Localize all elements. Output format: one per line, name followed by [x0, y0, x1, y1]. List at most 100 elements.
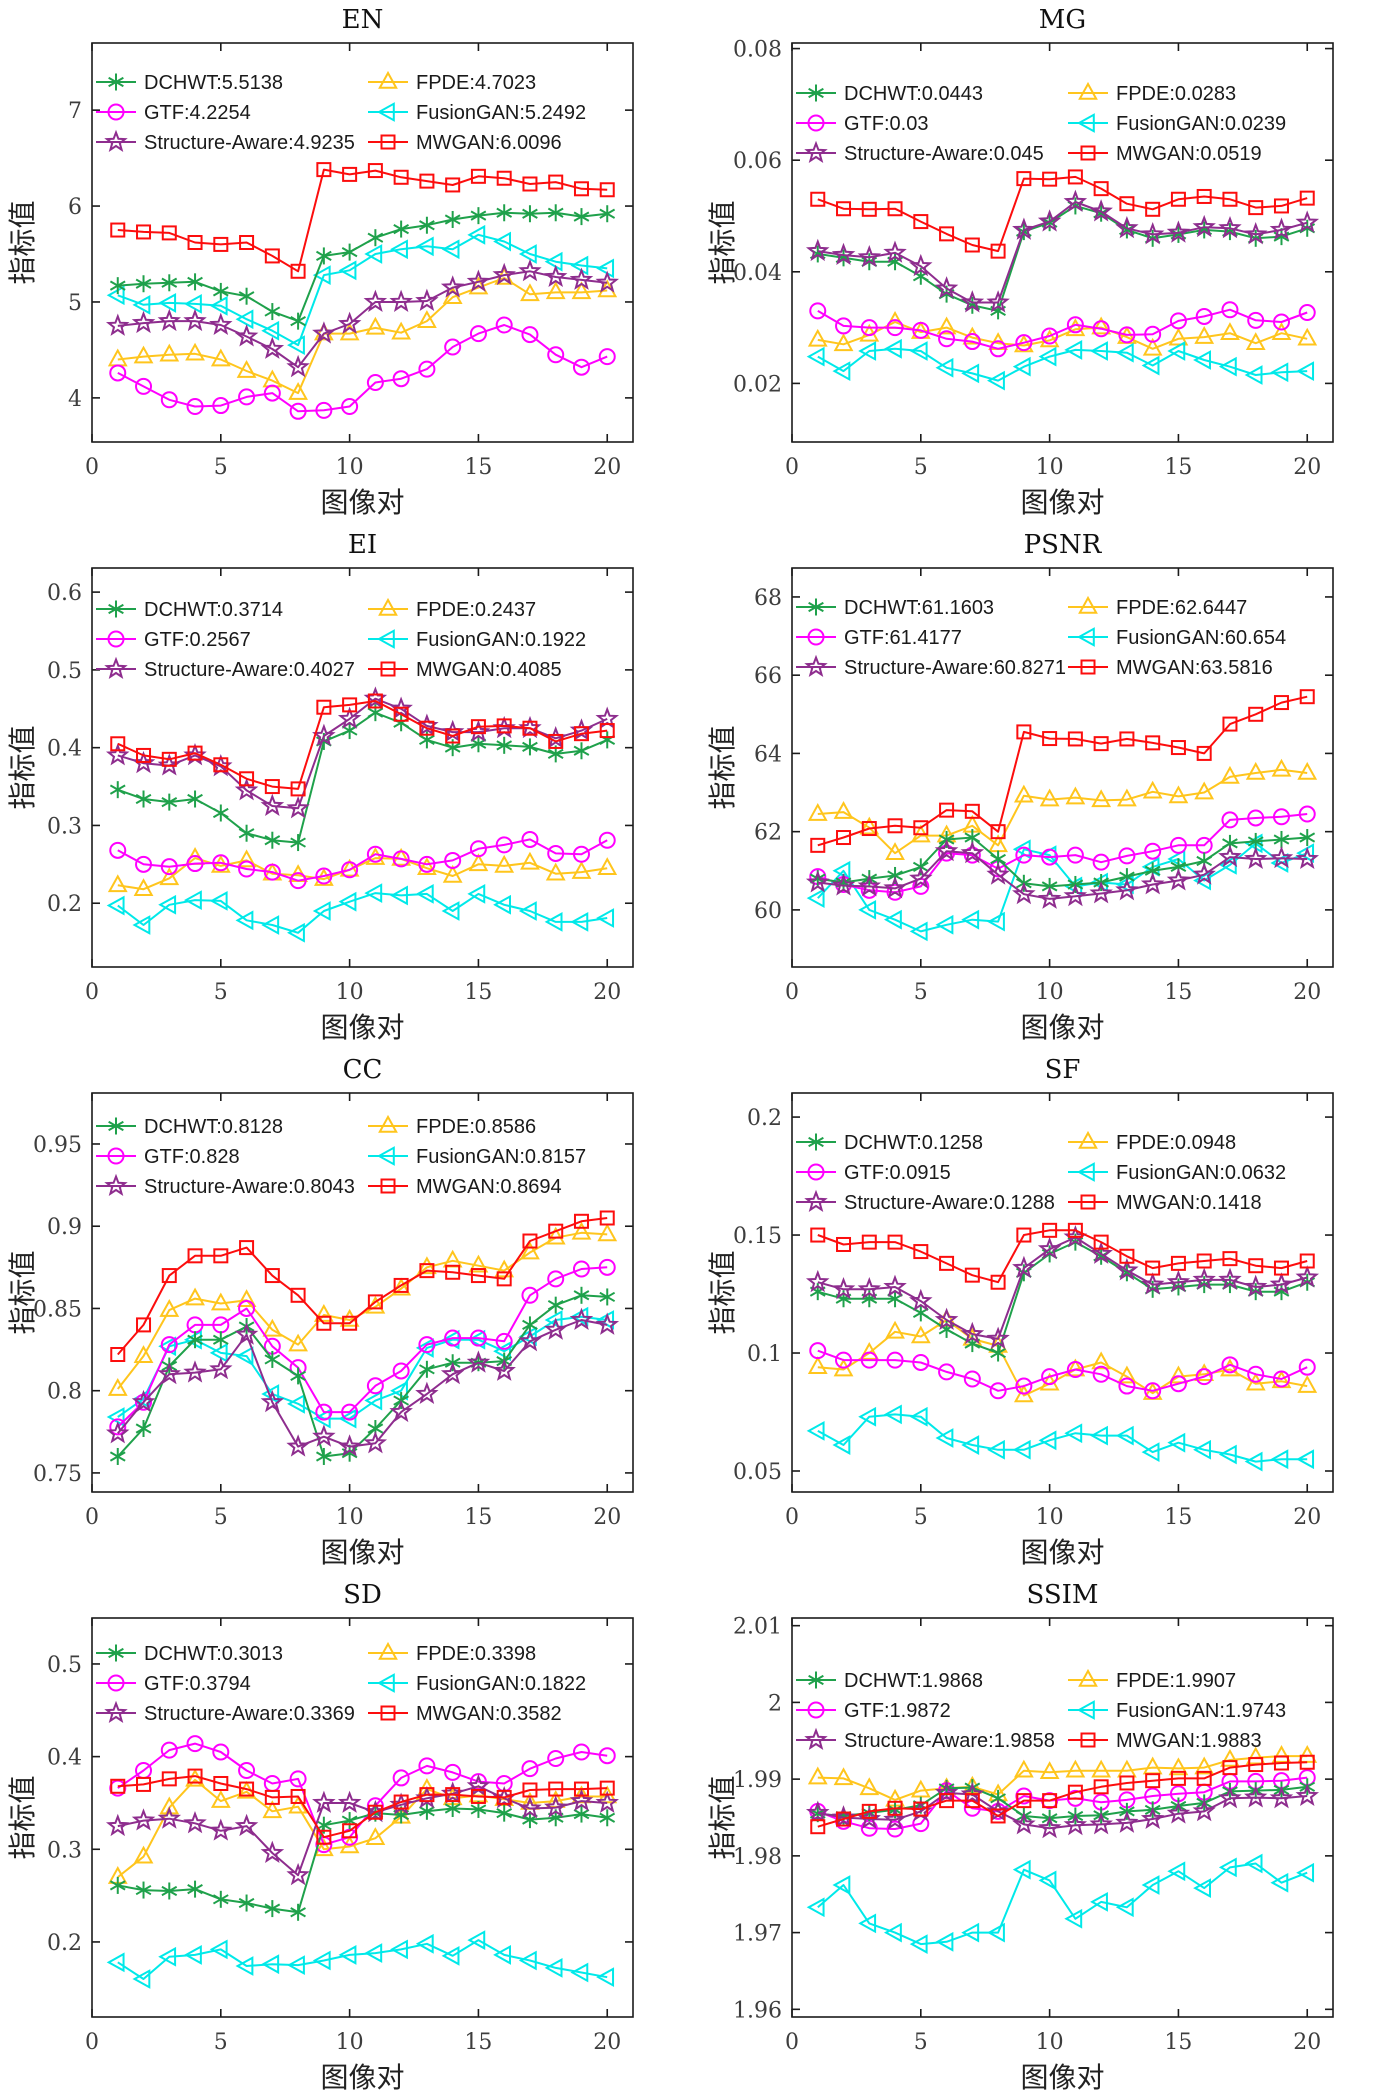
- legend-entry-FPDE: FPDE:0.0948: [1068, 1130, 1236, 1154]
- series-line-FusionGAN: [117, 892, 608, 934]
- series-GTF: [109, 1258, 616, 1436]
- marker-MWGAN: [1042, 1222, 1058, 1238]
- legend: DCHWT:61.1603 GTF:61.4177 Structure-Aware:…: [796, 595, 1286, 679]
- marker-Structure-Aware: [234, 324, 259, 347]
- marker-Structure-Aware: [1140, 872, 1165, 895]
- series-MWGAN: [810, 169, 1315, 259]
- circle-icon: [107, 630, 125, 648]
- legend-entry-Structure-Aware: Structure-Aware:0.8043: [96, 1173, 355, 1198]
- marker-Structure-Aware: [337, 1434, 362, 1457]
- marker-FusionGAN: [158, 293, 177, 313]
- marker-FPDE: [494, 1259, 515, 1278]
- marker-FPDE: [1091, 1351, 1112, 1370]
- marker-DCHWT: [522, 738, 538, 756]
- legend-label: Structure-Aware:60.8271: [844, 657, 1066, 679]
- marker-MWGAN: [522, 1782, 538, 1798]
- marker-GTF: [1066, 846, 1084, 864]
- marker-DCHWT: [419, 1360, 435, 1378]
- marker-GTF: [444, 851, 462, 869]
- marker-MWGAN: [1042, 171, 1058, 187]
- marker-FPDE: [807, 1356, 828, 1374]
- plot-box: [91, 42, 634, 443]
- marker-FusionGAN: [1193, 350, 1211, 370]
- marker-FPDE: [185, 1287, 205, 1306]
- marker-MWGAN: [110, 1347, 126, 1363]
- marker-MWGAN: [290, 1788, 306, 1804]
- marker-GTF: [186, 1735, 204, 1753]
- marker-DCHWT: [547, 204, 564, 222]
- marker-FusionGAN: [441, 1945, 460, 1966]
- marker-MWGAN: [990, 1808, 1006, 1824]
- marker-DCHWT: [315, 247, 332, 265]
- legend-entry-FusionGAN: FusionGAN:0.8157: [368, 1146, 586, 1168]
- marker-MWGAN: [964, 237, 980, 253]
- marker-FusionGAN: [493, 231, 511, 252]
- marker-FusionGAN: [235, 1956, 254, 1976]
- marker-FusionGAN: [858, 899, 877, 920]
- y-tick-label: 0.2: [747, 1106, 782, 1131]
- star5-icon: [104, 656, 128, 680]
- marker-FusionGAN: [1167, 849, 1186, 869]
- x-tick-label: 5: [214, 2030, 228, 2055]
- series-MWGAN: [110, 693, 615, 797]
- marker-FusionGAN: [1193, 1878, 1211, 1898]
- marker-Structure-Aware: [883, 876, 907, 899]
- legend-entry-FusionGAN: FusionGAN:0.1822: [368, 1673, 586, 1695]
- marker-Structure-Aware: [209, 1356, 233, 1380]
- marker-FusionGAN: [832, 1435, 851, 1455]
- y-tick-label: 0.04: [733, 261, 782, 286]
- marker-Structure-Aware: [544, 264, 568, 288]
- legend-entry-FPDE: FPDE:0.3398: [368, 1641, 536, 1665]
- marker-Structure-Aware: [569, 1788, 594, 1812]
- chart-cc: 0 5 10 15 20 0.75 0.8 0.85 0.9 0.95 CC 指标值 图像对 DCHWT:…: [0, 1050, 700, 1575]
- marker-FPDE: [1245, 332, 1266, 351]
- chart-title: CC: [343, 1055, 383, 1085]
- marker-FusionGAN: [312, 265, 331, 286]
- marker-Structure-Aware: [492, 262, 516, 286]
- marker-Structure-Aware: [857, 1276, 881, 1300]
- x-tick-label: 10: [336, 455, 364, 480]
- legend-label: FPDE:0.0948: [1116, 1132, 1236, 1154]
- marker-FusionGAN: [1012, 1439, 1031, 1460]
- marker-FusionGAN: [312, 1950, 331, 1971]
- y-tick-label: 5: [68, 291, 82, 316]
- marker-FPDE: [1013, 784, 1034, 803]
- marker-GTF: [572, 1743, 590, 1761]
- marker-Structure-Aware: [883, 240, 907, 263]
- marker-MWGAN: [136, 224, 152, 240]
- marker-GTF: [1041, 848, 1059, 866]
- marker-FPDE: [1013, 1384, 1034, 1403]
- marker-MWGAN: [1067, 731, 1083, 747]
- marker-GTF: [938, 330, 956, 348]
- marker-FPDE: [442, 286, 463, 304]
- marker-Structure-Aware: [105, 1421, 130, 1444]
- marker-FPDE: [859, 816, 880, 835]
- x-tick-label: 20: [1293, 980, 1321, 1005]
- marker-MWGAN: [964, 1267, 980, 1283]
- marker-Structure-Aware: [1166, 1801, 1191, 1824]
- circle-icon: [807, 628, 825, 646]
- marker-GTF: [1015, 1377, 1033, 1395]
- marker-GTF: [160, 391, 178, 409]
- marker-Structure-Aware: [831, 242, 856, 265]
- marker-MWGAN: [1145, 201, 1161, 217]
- marker-GTF: [963, 333, 981, 351]
- marker-FPDE: [1297, 1745, 1318, 1763]
- marker-FPDE: [1142, 780, 1163, 799]
- marker-MWGAN: [445, 1787, 461, 1803]
- marker-MWGAN: [316, 1315, 332, 1331]
- marker-GTF: [418, 360, 436, 378]
- triangle-up-icon: [1078, 81, 1098, 100]
- marker-MWGAN: [290, 263, 306, 279]
- marker-Structure-Aware: [286, 1434, 310, 1457]
- marker-MWGAN: [161, 225, 177, 241]
- marker-DCHWT: [290, 1367, 306, 1385]
- star5-icon: [804, 140, 828, 164]
- marker-GTF: [444, 338, 462, 356]
- chart-ei: 0 5 10 15 20 0.2 0.3 0.4 0.5 0.6 EI 指标值 图像对 DCHWT:0.3…: [0, 525, 700, 1050]
- series-line-FusionGAN: [817, 1413, 1308, 1463]
- marker-FusionGAN: [235, 1346, 254, 1367]
- marker-MWGAN: [445, 1264, 461, 1280]
- marker-Structure-Aware: [595, 270, 620, 293]
- marker-FPDE: [1039, 788, 1060, 807]
